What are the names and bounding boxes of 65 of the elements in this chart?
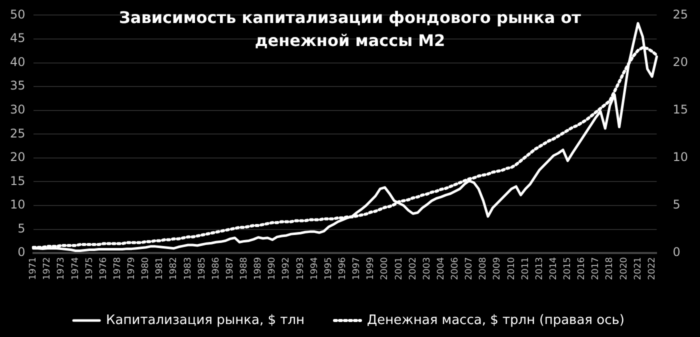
- y-tick-label: 35: [10, 78, 26, 93]
- x-tick-label: 1982: [169, 257, 180, 280]
- x-tick-label: 1973: [56, 257, 67, 280]
- x-tick-label: 1986: [211, 256, 222, 280]
- x-tick-label: 1993: [296, 257, 306, 280]
- x-tick-label: 2014: [548, 256, 559, 280]
- x-tick-label: 1983: [183, 257, 194, 280]
- x-tick-label: 2021: [633, 257, 644, 280]
- x-tick-label: 1985: [197, 257, 208, 280]
- x-tick-label: 2020: [619, 256, 630, 280]
- x-tick-label: 2010: [506, 256, 517, 280]
- legend-label: Денежная масса, $ трлн (правая ось): [367, 312, 624, 328]
- y2-tick-label: 20: [672, 54, 688, 69]
- x-tick-label: 2009: [492, 256, 503, 280]
- y-tick-label: 15: [10, 174, 26, 188]
- x-tick-label: 2011: [520, 257, 531, 280]
- x-tick-label: 1976: [98, 256, 109, 280]
- x-tick-label: 1975: [84, 257, 95, 280]
- y-tick-label: 10: [10, 198, 26, 212]
- x-tick-label: 1972: [42, 257, 53, 280]
- x-tick-label: 2017: [591, 257, 602, 280]
- y2-tick-label: 0: [672, 245, 680, 260]
- x-tick-label: 2015: [563, 257, 574, 280]
- x-tick-label: 1992: [282, 257, 292, 280]
- x-tick-label: 1980: [141, 256, 152, 280]
- x-tick-label: 1995: [324, 257, 334, 280]
- x-tick-label: 1989: [254, 256, 264, 280]
- x-tick-label: 2007: [464, 257, 475, 280]
- x-tick-label: 2004: [436, 256, 446, 280]
- y-tick-label: 50: [10, 7, 26, 22]
- y-tick-label: 5: [18, 221, 26, 236]
- x-tick-label: 2006: [450, 256, 461, 280]
- x-tick-label: 2008: [478, 256, 489, 280]
- y-tick-label: 30: [10, 102, 26, 116]
- y2-tick-label: 15: [672, 102, 688, 116]
- y2-tick-label: 10: [672, 150, 688, 164]
- x-tick-label: 1988: [240, 256, 250, 280]
- x-tick-label: 2013: [534, 257, 545, 280]
- y-tick-label: 40: [10, 54, 26, 69]
- y2-tick-label: 5: [672, 198, 680, 212]
- x-tick-label: 1979: [127, 256, 138, 280]
- y-tick-label: 45: [10, 31, 26, 46]
- x-tick-label: 2001: [394, 257, 404, 280]
- x-tick-label: 1971: [28, 257, 39, 280]
- y-tick-label: 0: [18, 245, 26, 260]
- y2-tick-label: 25: [672, 7, 688, 22]
- x-tick-label: 1997: [352, 257, 362, 280]
- x-tick-label: 1996: [338, 256, 348, 280]
- y-tick-label: 20: [10, 150, 26, 164]
- x-tick-label: 2018: [605, 256, 616, 280]
- legend-label: Капитализация рынка, $ тлн: [106, 312, 304, 328]
- x-tick-label: 1981: [155, 257, 166, 280]
- x-tick-label: 1990: [268, 256, 278, 280]
- x-tick-label: 2003: [422, 257, 432, 280]
- x-tick-label: 1978: [112, 256, 123, 280]
- chart-title: Зависимость капитализации фондового рынка от денежной массы M2: [118, 7, 582, 52]
- x-tick-label: 2000: [380, 256, 390, 280]
- x-tick-label: 2016: [577, 256, 588, 280]
- x-tick-label: 1994: [310, 256, 320, 280]
- y-tick-label: 25: [10, 126, 26, 140]
- x-tick-label: 1974: [70, 256, 81, 280]
- x-tick-label: 2022: [647, 257, 658, 280]
- x-tick-label: 1999: [366, 256, 376, 280]
- x-tick-label: 2002: [408, 257, 418, 280]
- x-tick-label: 1987: [225, 257, 236, 280]
